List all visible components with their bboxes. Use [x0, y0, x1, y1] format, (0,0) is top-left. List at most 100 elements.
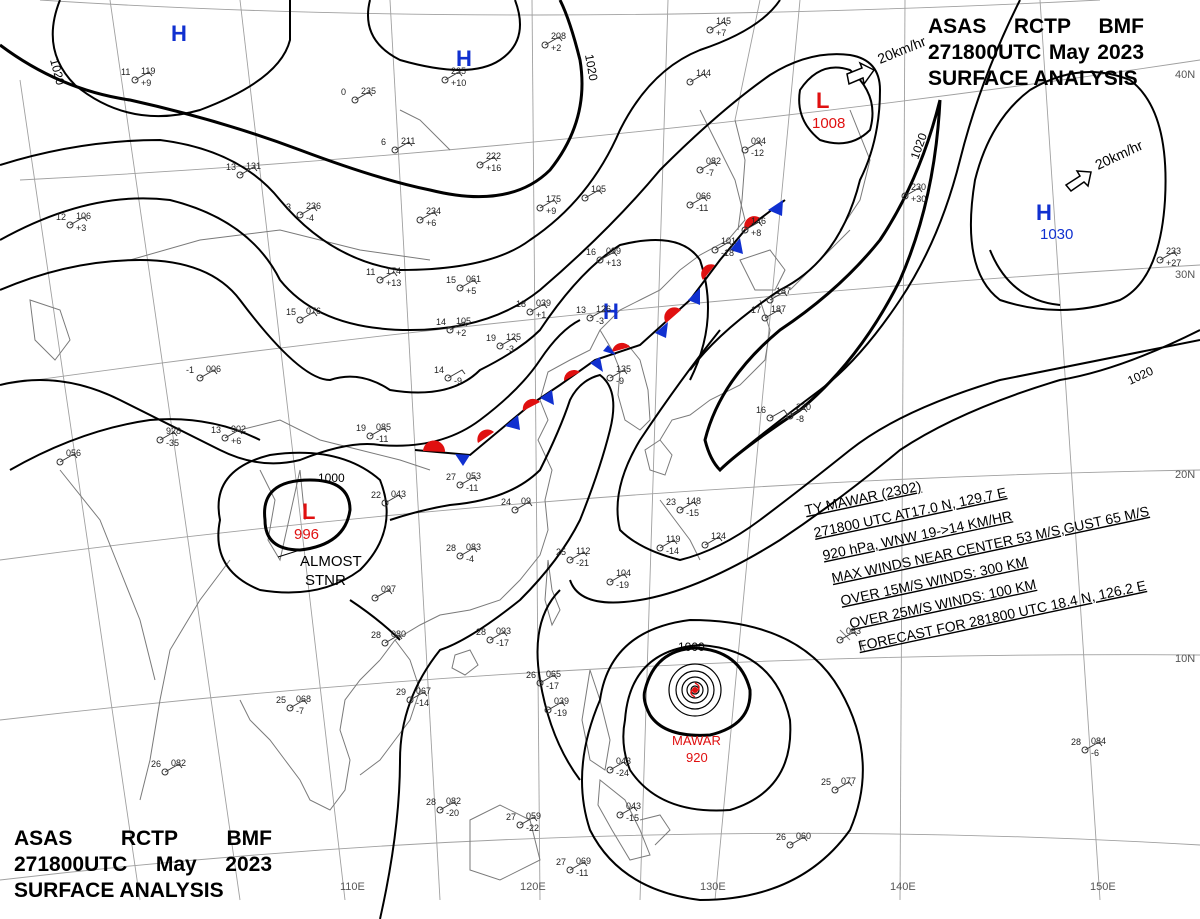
isobar-label: 1000: [678, 640, 705, 654]
station-temperature: 11: [366, 267, 375, 277]
station-temperature: 14: [436, 317, 446, 327]
station-pressure: 006: [206, 364, 221, 374]
lon-label: 130E: [700, 881, 726, 893]
station-circle: [606, 766, 614, 774]
wind-barb: [199, 369, 218, 379]
chart-header: ASAS RCTP BMF 271800UTC May 2023 SURFACE…: [928, 14, 1144, 92]
isobar-typhoon-1000: [642, 646, 752, 737]
meridian-150e: [1039, 0, 1101, 901]
wind-barb: [789, 836, 808, 846]
high-center-label: H: [1036, 200, 1052, 225]
station-circle: [366, 432, 374, 440]
typhoon-pressure: 920: [686, 750, 708, 765]
station-circle: [446, 326, 454, 334]
lon-label: 110E: [340, 881, 365, 893]
station-tendency: -15: [686, 508, 699, 518]
parallel-10n: [0, 654, 1200, 721]
station-circle: [381, 499, 389, 507]
isobar-asia-south: [0, 319, 581, 465]
station-tendency: -11: [376, 434, 388, 444]
wind-barb: [1159, 251, 1178, 261]
station-tendency: -3: [506, 344, 514, 354]
station-tendency: -4: [466, 554, 474, 564]
station-pressure: 233: [1166, 246, 1181, 256]
station-pressure: 146: [751, 216, 766, 226]
coast-caspian: [29, 299, 71, 361]
isobar-low-1000: [217, 451, 388, 594]
isobar-pacific-3: [569, 329, 1200, 604]
header-area-code: ASAS: [928, 15, 987, 38]
wind-barb: [384, 494, 403, 504]
station-tendency: -20: [446, 808, 459, 818]
wind-barb: [744, 141, 763, 151]
station-tendency: -7: [296, 706, 304, 716]
station-pressure: 082: [446, 796, 461, 806]
station-pressure: 043: [616, 756, 631, 766]
station-circle: [66, 221, 74, 229]
meridian-120e: [531, 0, 541, 901]
station-temperature: 15: [446, 275, 456, 285]
station-temperature: 27: [446, 472, 456, 482]
station-tendency: +13: [606, 258, 621, 268]
wind-barb: [589, 309, 608, 319]
wind-barb: [547, 701, 566, 711]
station-pressure: 082: [171, 758, 186, 768]
station-circle: [786, 412, 794, 420]
wind-barb: [609, 761, 628, 771]
station-temperature: 25: [276, 695, 286, 705]
station-pressure: 126: [596, 304, 611, 314]
meridian-140e: [899, 0, 906, 901]
footer-station: RCTP: [120, 827, 179, 850]
isobar-asia-2: [0, 53, 882, 371]
coast-tibet-outline: [239, 419, 431, 471]
station-pressure: 175: [546, 194, 561, 204]
typhoon-core: [668, 663, 722, 717]
lon-label: 120E: [520, 881, 546, 893]
station-tendency: -19: [554, 708, 567, 718]
wind-barb: [704, 536, 723, 546]
wind-barb: [449, 321, 468, 331]
station-pressure: 043: [626, 801, 641, 811]
station-temperature: 28: [446, 543, 456, 553]
station-pressure: 053: [466, 471, 481, 481]
station-circle: [196, 374, 204, 382]
station-circle: [711, 246, 719, 254]
station-pressure: 067: [416, 686, 431, 696]
station-pressure: 083: [846, 626, 861, 636]
station-pressure: 119: [666, 534, 680, 544]
meridian-segment: [734, 0, 761, 121]
station-circle: [536, 204, 544, 212]
station-pressure: 060: [796, 831, 811, 841]
station-pressure: 131: [246, 161, 261, 171]
isobar-high-1030-inner: [989, 249, 1061, 306]
footer-product: SURFACE ANALYSIS: [14, 879, 224, 902]
station-tendency: -24: [616, 768, 629, 778]
station-pressure: 083: [466, 542, 481, 552]
station-tendency: -3: [596, 316, 604, 326]
station-circle: [541, 41, 549, 49]
station-pressure: 236: [306, 201, 321, 211]
coast-kamchatka: [839, 109, 871, 231]
wind-barb: [679, 501, 698, 511]
station-tendency: -8: [796, 414, 804, 424]
isobar-asia-3: [0, 239, 709, 394]
high-center-value: 1030: [1040, 226, 1073, 243]
station-temperature: 15: [286, 307, 296, 317]
warm-front-marks: [423, 216, 760, 452]
station-pressure: 187: [776, 286, 791, 296]
footer-bureau: BMF: [226, 827, 273, 850]
coast-bay-bengal: [139, 559, 231, 801]
station-pressure: 101: [721, 236, 736, 246]
station-temperature: 13: [226, 162, 236, 172]
header-bureau: BMF: [1098, 15, 1145, 38]
station-temperature: 24: [501, 497, 511, 507]
station-pressure: 043: [391, 489, 406, 499]
station-pressure: 105: [591, 184, 606, 194]
station-tendency: -6: [1091, 748, 1099, 758]
wind-barb: [789, 407, 808, 417]
station-circle: [286, 704, 294, 712]
station-tendency: -9: [454, 376, 462, 386]
station-pressure: 174: [386, 266, 401, 276]
